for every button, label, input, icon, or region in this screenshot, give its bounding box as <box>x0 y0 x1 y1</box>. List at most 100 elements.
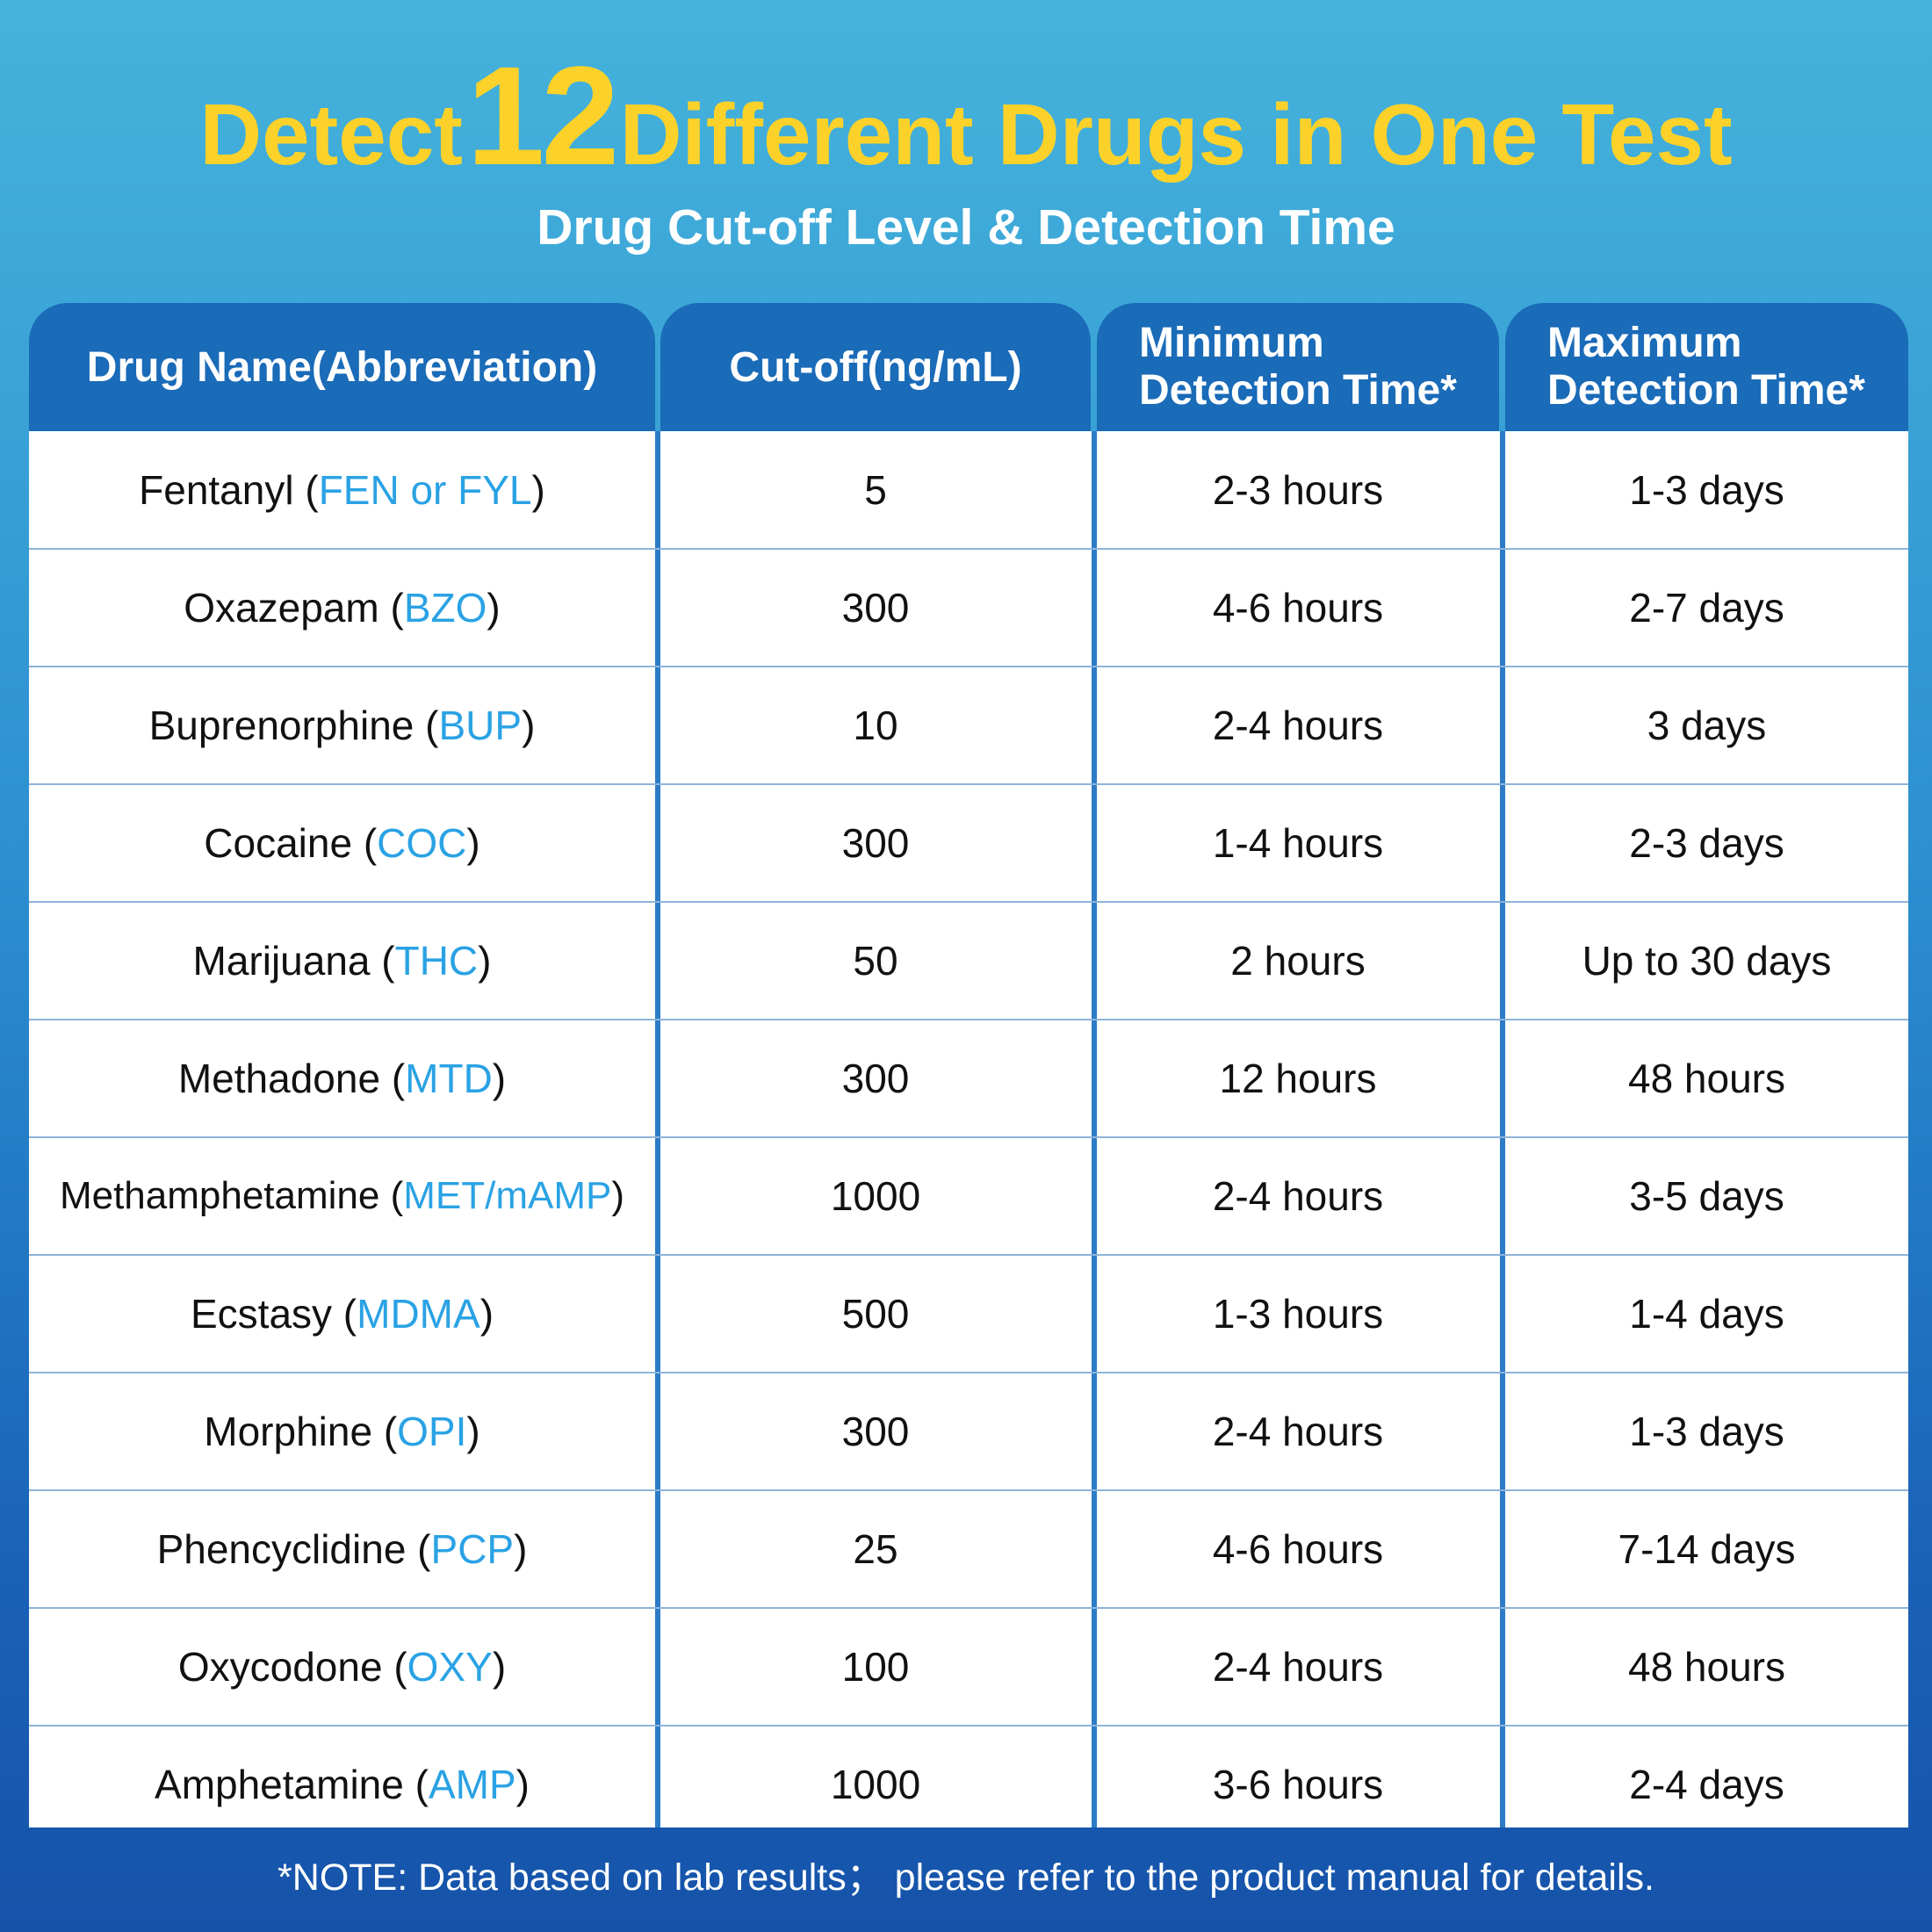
drug-abbreviation: OPI <box>397 1409 467 1454</box>
row-divider <box>29 1372 1908 1373</box>
max-detection-cell: 1-3 days <box>1629 1409 1784 1454</box>
drug-name: Morphine <box>204 1409 373 1454</box>
min-detection-cell: 2-4 hours <box>1212 1644 1384 1690</box>
paren-close: ) <box>478 938 492 984</box>
header-max-line2: Detection Time* <box>1547 367 1865 414</box>
paren-open: ( <box>372 1409 398 1454</box>
drug-abbreviation: COC <box>377 820 467 866</box>
drug-name-cell: Oxazepam (BZO) <box>29 549 655 667</box>
drug-name-cell: Buprenorphine (BUP) <box>29 667 655 784</box>
table-body <box>29 431 1908 1827</box>
max-detection-cell: 2-4 days <box>1629 1762 1784 1807</box>
paren-close: ) <box>492 1644 507 1690</box>
row-divider <box>29 666 1908 667</box>
drug-abbreviation: AMP <box>428 1762 516 1807</box>
header-min-line2: Detection Time* <box>1139 367 1457 414</box>
row-divider <box>29 783 1908 785</box>
cutoff-cell: 25 <box>853 1526 898 1572</box>
paren-close: ) <box>492 1056 507 1101</box>
cutoff-cell: 1000 <box>830 1762 921 1807</box>
row-divider <box>29 1136 1908 1138</box>
header-max-line1: Maximum <box>1547 320 1742 366</box>
cutoff-cell: 5 <box>864 467 887 513</box>
cutoff-cell: 10 <box>853 703 898 748</box>
title-prefix: Detect <box>199 86 463 183</box>
header-drug-name-label: Drug Name(Abbreviation) <box>86 343 598 391</box>
min-detection-cell: 4-6 hours <box>1212 585 1384 631</box>
cutoff-cell: 100 <box>841 1644 910 1690</box>
min-detection-cell: 2-4 hours <box>1212 1409 1384 1454</box>
max-detection-cell: 2-3 days <box>1629 820 1784 866</box>
paren-open: ( <box>332 1291 357 1337</box>
row-divider <box>29 1607 1908 1609</box>
min-detection-cell: 12 hours <box>1219 1056 1377 1101</box>
drug-abbreviation: OXY <box>407 1644 493 1690</box>
row-divider <box>29 1489 1908 1491</box>
cutoff-cell: 300 <box>841 1409 910 1454</box>
drug-name: Methamphetamine <box>59 1174 380 1217</box>
title-number: 12 <box>466 37 619 194</box>
drug-abbreviation: BUP <box>438 703 523 748</box>
cutoff-cell: 300 <box>841 820 910 866</box>
drug-name: Fentanyl <box>139 467 294 513</box>
paren-close: ) <box>531 467 545 513</box>
row-divider <box>29 548 1908 550</box>
drug-abbreviation: MDMA <box>357 1291 480 1337</box>
paren-open: ( <box>382 1644 407 1690</box>
paren-open: ( <box>406 1526 431 1572</box>
paren-open: ( <box>379 1174 404 1217</box>
max-detection-cell: 2-7 days <box>1629 585 1784 631</box>
column-divider <box>655 431 660 1827</box>
drug-name: Oxycodone <box>177 1644 383 1690</box>
paren-close: ) <box>611 1174 625 1217</box>
cutoff-cell: 50 <box>853 938 898 984</box>
subtitle: Drug Cut-off Level & Detection Time <box>537 199 1395 256</box>
drug-name: Amphetamine <box>155 1762 404 1807</box>
paren-open: ( <box>352 820 378 866</box>
drug-name-cell: Morphine (OPI) <box>29 1373 655 1490</box>
paren-close: ) <box>514 1526 528 1572</box>
min-detection-cell: 1-3 hours <box>1212 1291 1384 1337</box>
drug-abbreviation: MTD <box>405 1056 493 1101</box>
max-detection-cell: 48 hours <box>1627 1644 1785 1690</box>
header-cutoff: Cut-off(ng/mL) <box>660 303 1091 431</box>
row-divider <box>29 1254 1908 1256</box>
cutoff-cell: 300 <box>841 1056 910 1101</box>
title-suffix: Different Drugs in One Test <box>619 86 1733 183</box>
page-title: Detect 12 Different Drugs in One Test <box>0 35 1932 194</box>
cutoff-cell: 300 <box>841 585 910 631</box>
row-divider <box>29 1019 1908 1020</box>
paren-close: ) <box>515 1762 530 1807</box>
paren-close: ) <box>487 585 501 631</box>
drug-name-cell: Cocaine (COC) <box>29 784 655 902</box>
min-detection-cell: 4-6 hours <box>1212 1526 1384 1572</box>
paren-close: ) <box>479 1291 494 1337</box>
drug-abbreviation: PCP <box>430 1526 515 1572</box>
header-drug-name: Drug Name(Abbreviation) <box>29 303 655 431</box>
paren-open: ( <box>378 585 404 631</box>
max-detection-cell: 3-5 days <box>1629 1173 1784 1219</box>
max-detection-cell: Up to 30 days <box>1582 938 1832 984</box>
max-detection-cell: 3 days <box>1647 703 1767 748</box>
drug-name: Cocaine <box>204 820 353 866</box>
cutoff-cell: 500 <box>841 1291 910 1337</box>
drug-abbreviation: FEN or FYL <box>318 467 532 513</box>
min-detection-cell: 3-6 hours <box>1212 1762 1384 1807</box>
drug-name: Marijuana <box>192 938 371 984</box>
paren-open: ( <box>293 467 319 513</box>
drug-name-cell: Methamphetamine (MET/mAMP) <box>29 1137 655 1255</box>
drug-name-cell: Marijuana (THC) <box>29 902 655 1020</box>
min-detection-cell: 2-4 hours <box>1212 1173 1384 1219</box>
paren-close: ) <box>466 820 480 866</box>
paren-open: ( <box>403 1762 429 1807</box>
min-detection-cell: 2-4 hours <box>1212 703 1384 748</box>
min-detection-cell: 2 hours <box>1230 938 1366 984</box>
max-detection-cell: 7-14 days <box>1618 1526 1796 1572</box>
header-cutoff-label: Cut-off(ng/mL) <box>729 343 1022 391</box>
max-detection-cell: 1-3 days <box>1629 467 1784 513</box>
row-divider <box>29 901 1908 903</box>
drug-name: Oxazepam <box>184 585 379 631</box>
drug-name: Methadone <box>177 1056 381 1101</box>
paren-open: ( <box>370 938 395 984</box>
header-max-detection: Maximum Detection Time* <box>1505 303 1908 431</box>
